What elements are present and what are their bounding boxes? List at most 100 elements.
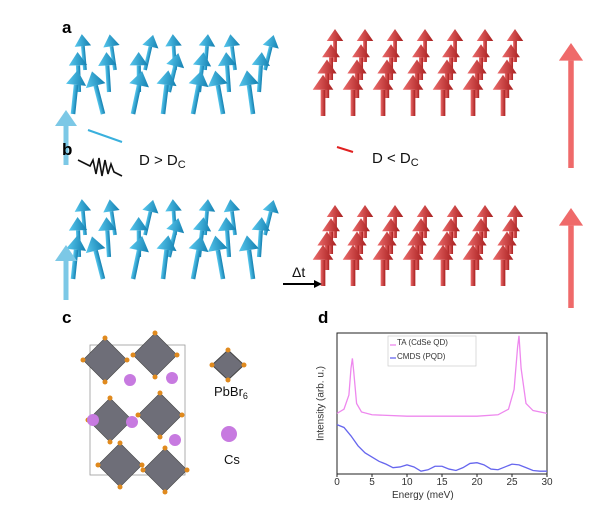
octahedron-label: PbBr6 — [214, 384, 248, 401]
spin-arrow-red-head — [497, 231, 517, 246]
spin-arrow-red — [322, 44, 340, 80]
net-magnetization-blue-icon-shaft — [63, 261, 69, 300]
spin-arrow-blue-head — [217, 217, 237, 232]
br-atom — [225, 377, 231, 383]
spin-arrow-blue-head — [129, 217, 148, 231]
spin-arrow-red-head — [407, 59, 427, 74]
spin-arrow-blue-head — [192, 217, 212, 232]
spin-arrow-red-head — [497, 59, 517, 74]
panel-label-c: c — [62, 308, 72, 327]
br-atom — [157, 390, 163, 396]
spin-arrow-blue-head — [223, 199, 241, 213]
spin-arrow-red-shaft — [380, 259, 386, 286]
spin-arrow-red — [412, 44, 430, 80]
spin-arrow-red-head — [467, 59, 487, 74]
spin-arrow-red-head — [352, 44, 370, 58]
spin-arrow-blue-head — [165, 34, 182, 47]
spin-arrow-blue-head — [165, 199, 182, 212]
br-atom — [124, 357, 130, 363]
delta-t-label: Δt — [292, 264, 306, 280]
spin-arrow-blue — [85, 236, 106, 280]
spin-arrow-blue-head — [188, 70, 209, 88]
x-tick-label: 20 — [471, 477, 483, 488]
condition-left-sub: C — [177, 159, 186, 171]
br-atom — [184, 467, 190, 473]
spin-arrow-blue — [66, 235, 87, 280]
spin-arrow-blue-shaft — [130, 84, 142, 115]
spin-arrow-red — [492, 244, 514, 286]
br-atom — [117, 484, 123, 490]
cs-atom — [126, 416, 138, 428]
spin-arrow-blue — [85, 71, 106, 115]
spin-arrow-red-head — [437, 59, 457, 74]
spin-arrow-red — [342, 244, 364, 286]
legend-cmds-label: CMDS (PQD) — [397, 352, 446, 361]
spin-arrow-red-head — [446, 29, 464, 41]
spin-arrow-red-head — [312, 74, 334, 90]
spin-arrow-red-head — [352, 218, 370, 232]
spin-arrow-red-head — [476, 205, 494, 217]
spin-arrow-blue-head — [223, 34, 241, 48]
spin-arrow-red-shaft — [500, 89, 506, 116]
spin-arrow-blue-shaft — [246, 84, 256, 115]
spin-arrow-blue-shaft — [70, 84, 79, 115]
spin-arrow-blue-shaft — [160, 84, 169, 115]
spin-arrow-blue-head — [68, 217, 88, 231]
spin-arrow-red-head — [446, 205, 464, 217]
spin-arrow-red — [462, 74, 484, 116]
br-atom — [107, 395, 113, 401]
spin-arrow-blue — [156, 235, 177, 280]
spin-arrow-red-head — [382, 218, 400, 232]
spin-arrow-red-shaft — [380, 89, 386, 116]
spin-arrow-blue-head — [156, 70, 177, 87]
spin-arrow-red-head — [502, 44, 520, 58]
cs-atom — [169, 434, 181, 446]
br-atom — [95, 462, 101, 468]
spin-arrow-blue-shaft — [93, 250, 106, 280]
spin-arrow-red-shaft — [350, 89, 356, 116]
pbbr6-octahedron — [137, 392, 183, 438]
spin-arrow-blue-head — [188, 235, 209, 253]
spin-arrow-blue-shaft — [256, 65, 263, 93]
spin-arrow-blue-head — [98, 52, 117, 66]
spin-arrow-blue-head — [142, 34, 159, 49]
spin-arrow-blue-shaft — [256, 230, 263, 258]
br-atom — [225, 347, 231, 353]
spin-arrow-red-head — [476, 29, 494, 41]
spin-arrow-blue-head — [74, 199, 92, 212]
x-tick-label: 30 — [541, 477, 553, 488]
spin-arrow-blue — [207, 235, 228, 280]
spin-arrow-red-head — [442, 218, 460, 232]
spin-arrow-red — [312, 244, 334, 286]
spin-arrow-blue-head — [66, 235, 87, 251]
br-atom — [209, 362, 215, 368]
spin-arrow-red-head — [372, 74, 394, 90]
spin-arrow-blue-head — [142, 199, 159, 214]
br-atom — [241, 362, 247, 368]
x-axis-label: Energy (meV) — [392, 490, 454, 501]
spin-arrow-blue — [98, 217, 117, 258]
net-magnetization-blue-icon — [55, 245, 77, 300]
spin-arrow-blue-head — [251, 52, 271, 67]
spin-arrow-red-head — [432, 74, 454, 90]
net-magnetization-blue-icon-shaft — [63, 126, 69, 165]
spin-arrow-blue — [66, 70, 87, 115]
spin-arrow-red-head — [462, 244, 484, 260]
spin-arrow-red-head — [326, 205, 344, 217]
spin-arrow-red-head — [442, 44, 460, 58]
net-magnetization-red-icon — [558, 43, 584, 168]
spin-arrow-blue-head — [166, 53, 185, 69]
br-atom — [117, 440, 123, 446]
net-magnetization-blue-icon-head — [55, 110, 77, 126]
spin-arrow-blue-shaft — [246, 249, 256, 280]
cs-atom — [124, 374, 136, 386]
spin-arrow-red-shaft — [470, 89, 476, 116]
spin-arrow-red-head — [467, 231, 487, 246]
br-atom — [102, 335, 108, 341]
time-delay-arrowhead — [314, 280, 322, 288]
spin-arrow-red-head — [347, 231, 367, 246]
spin-arrow-blue-head — [74, 34, 92, 47]
spin-arrow-red-head — [382, 44, 400, 58]
br-atom — [174, 352, 180, 358]
spin-arrow-red-shaft — [320, 89, 326, 116]
